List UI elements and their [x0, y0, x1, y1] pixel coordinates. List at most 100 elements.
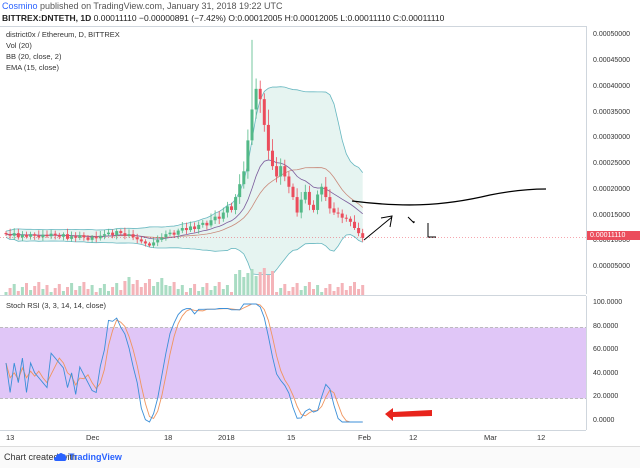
volume-bar: [242, 277, 246, 295]
volume-bar: [230, 292, 233, 295]
stoch-rsi-pane[interactable]: Stoch RSI (3, 3, 14, 14, close): [0, 296, 586, 431]
volume-bar: [279, 288, 283, 295]
volume-bar: [66, 287, 69, 295]
time-axis[interactable]: 13 Dec 18 2018 15 Feb 12 Mar 12: [0, 431, 586, 445]
bollinger-lower: [5, 234, 363, 275]
tradingview-logo[interactable]: TradingView: [54, 450, 136, 464]
publish-header: Cosmino published on TradingView.com, Ja…: [2, 1, 283, 13]
rsi-axis[interactable]: 100.0000 80.0000 60.0000 40.0000 20.0000 0.00…: [586, 296, 640, 430]
footer-text: Chart created with: [4, 452, 78, 462]
current-price-label: 0.00011110: [587, 230, 640, 240]
volume-bar: [312, 289, 315, 295]
candle-body: [37, 235, 41, 238]
candle-body: [131, 234, 135, 238]
volume-bar: [344, 290, 348, 295]
candle-body: [74, 236, 78, 238]
stoch-rsi-k-line: [5, 303, 363, 423]
price-axis[interactable]: 0.00050000 0.00045000 0.00040000 0.00035000…: [586, 26, 640, 294]
candle-body: [344, 217, 348, 219]
bollinger-upper: [5, 86, 364, 232]
volume-bar: [53, 288, 57, 295]
candle-body: [213, 216, 217, 221]
volume-bar: [193, 284, 197, 295]
volume-bar: [86, 289, 90, 295]
volume-bar: [127, 277, 131, 295]
rsi-tick: 100.0000: [593, 299, 623, 306]
price-tick: 0.00035000: [593, 108, 630, 116]
price-tick: 0.00005000: [593, 263, 630, 271]
cloud-icon: [54, 453, 67, 461]
volume-bar: [102, 284, 106, 295]
rsi-band: [0, 327, 586, 399]
time-tick: 18: [164, 433, 173, 442]
volume-bar: [176, 289, 180, 295]
candle-body: [238, 184, 242, 198]
volume-bar: [336, 287, 340, 295]
author-link[interactable]: Cosmino: [2, 1, 38, 11]
volume-bar: [221, 289, 225, 295]
volume-bar: [131, 284, 135, 295]
volume-bar: [357, 289, 361, 295]
price-tick: 0.00020000: [593, 185, 630, 193]
volume-bar: [74, 290, 78, 295]
price-pane[interactable]: district0x / Ethereum, D, BITTREX Vol (2…: [0, 26, 586, 296]
drawing-tick-mark: [407, 216, 415, 224]
candle-body: [176, 230, 180, 235]
volume-bar: [316, 285, 320, 295]
rsi-tick: 20.0000: [593, 393, 619, 401]
candle-body: [303, 191, 307, 200]
candle-body: [246, 140, 250, 172]
volume-bar: [29, 290, 33, 295]
rsi-tick: 0.0000: [593, 417, 615, 424]
candle-body: [90, 236, 94, 240]
price-chart[interactable]: [0, 27, 586, 295]
candle-body: [123, 233, 127, 236]
candle-body: [348, 218, 352, 222]
volume-bar: [78, 286, 82, 295]
candle-body: [361, 233, 365, 238]
volume-bar: [25, 283, 28, 295]
symbol-header: BITTREX:DNTETH, 1D 0.00011110 −0.0000089…: [2, 13, 444, 25]
volume-bar: [57, 284, 61, 295]
volume-bar: [307, 282, 311, 295]
candle-body: [139, 239, 143, 242]
volume-bar: [4, 292, 8, 295]
stoch-rsi-chart[interactable]: [0, 296, 586, 430]
candle-body: [324, 186, 328, 198]
candle-body: [70, 236, 74, 239]
candle-body: [66, 234, 69, 239]
volume-bar: [168, 286, 172, 295]
volume-bar: [164, 285, 168, 295]
price-tick: 0.00050000: [593, 31, 630, 39]
candle-body: [193, 226, 197, 230]
candle-body: [316, 194, 320, 210]
candle-body: [168, 232, 172, 235]
candle-body: [184, 228, 188, 231]
volume-bar: [254, 276, 258, 295]
candle-body: [102, 234, 106, 236]
candle-body: [135, 237, 139, 240]
time-tick: 12: [409, 433, 418, 442]
volume-bar: [143, 283, 147, 295]
candle-body: [250, 109, 254, 141]
candle-body: [225, 206, 229, 213]
time-tick: Feb: [358, 433, 371, 442]
time-tick: Dec: [86, 433, 100, 442]
volume-bar: [139, 287, 143, 295]
volume-bar: [115, 283, 119, 295]
candle-body: [45, 234, 49, 237]
candle-body: [201, 222, 205, 225]
volume-bar: [361, 285, 365, 295]
volume-bar: [299, 290, 303, 295]
candle-body: [262, 99, 266, 125]
candle-body: [332, 208, 336, 213]
candle-body: [29, 234, 33, 237]
volume-bar: [197, 291, 201, 295]
volume-bar: [49, 292, 53, 295]
volume-bar: [201, 287, 205, 295]
volume-bar: [291, 287, 295, 295]
time-tick: 13: [6, 433, 15, 442]
volume-bar: [209, 290, 213, 295]
candle-body: [78, 235, 82, 238]
volume-bar: [266, 275, 270, 295]
